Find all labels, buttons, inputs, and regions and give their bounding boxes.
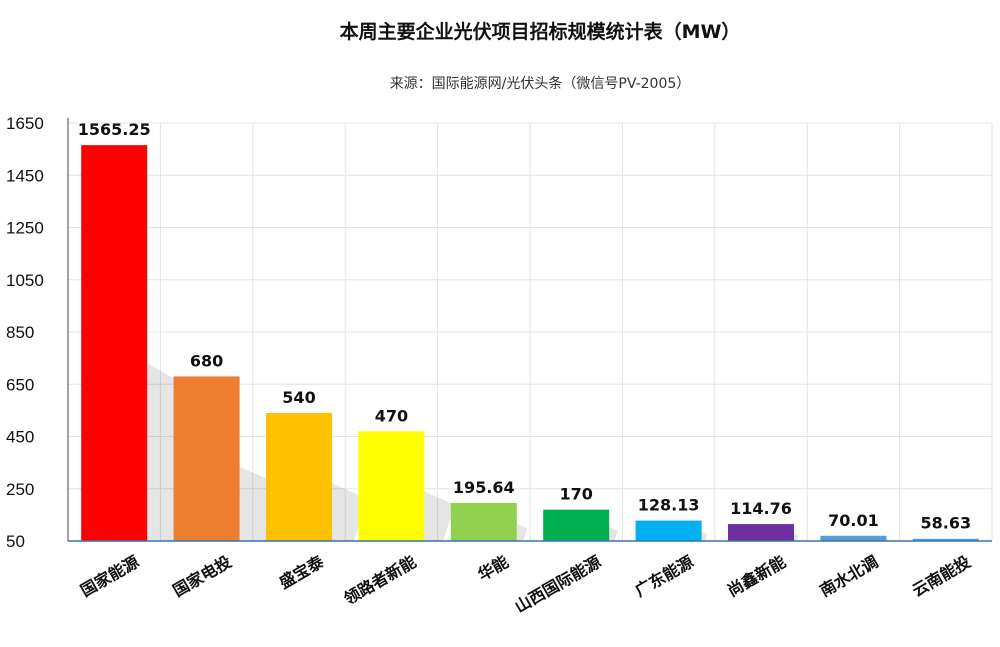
y-tick-label: 1250: [6, 219, 44, 238]
bar-shadow: [794, 533, 799, 541]
y-tick-label: 1650: [6, 114, 44, 133]
y-tick-label: 1050: [6, 271, 44, 290]
y-tick-label: 250: [6, 480, 34, 499]
data-label: 470: [375, 406, 408, 425]
bar: [81, 145, 148, 541]
chart-title: 本周主要企业光伏项目招标规模统计表（MW）: [340, 20, 741, 43]
data-label: 70.01: [828, 511, 879, 530]
bar-shadow: [516, 523, 528, 541]
axes: [67, 118, 992, 542]
y-tick-label: 850: [6, 323, 34, 342]
data-label: 58.63: [920, 514, 971, 533]
y-tick-label: 50: [6, 532, 25, 551]
bar: [728, 524, 794, 541]
grid-lines: [68, 122, 993, 541]
data-label: 680: [190, 351, 223, 370]
bar: [543, 509, 610, 541]
bar-shadow: [609, 526, 618, 541]
bar: [358, 431, 425, 541]
bar: [266, 412, 332, 541]
data-label: 128.13: [638, 496, 700, 515]
data-labels: 1565.25 680 540 470 195.64 170 128.13 114.76 70.…: [78, 120, 971, 533]
y-tick-label: 450: [6, 428, 34, 447]
bar-shadow: [701, 531, 708, 541]
bar-shadow: [424, 491, 456, 541]
data-label: 170: [559, 485, 592, 504]
bar: [912, 538, 979, 541]
data-label: 195.64: [453, 478, 515, 497]
data-label: 114.76: [730, 499, 792, 518]
bar: [820, 535, 887, 541]
bar: [173, 376, 240, 541]
y-tick-label: 650: [6, 375, 34, 394]
chart-subtitle: 来源：国际能源网/光伏头条（微信号PV-2005）: [390, 75, 691, 92]
data-label: 540: [282, 388, 315, 407]
bars: [81, 145, 979, 541]
bar: [635, 520, 702, 541]
y-tick-label: 1450: [6, 166, 44, 185]
y-tick-labels: 50 250 450 650 850 1050 1250 1450 1650: [6, 114, 44, 551]
data-label: 1565.25: [78, 120, 151, 139]
bar: [450, 502, 517, 541]
